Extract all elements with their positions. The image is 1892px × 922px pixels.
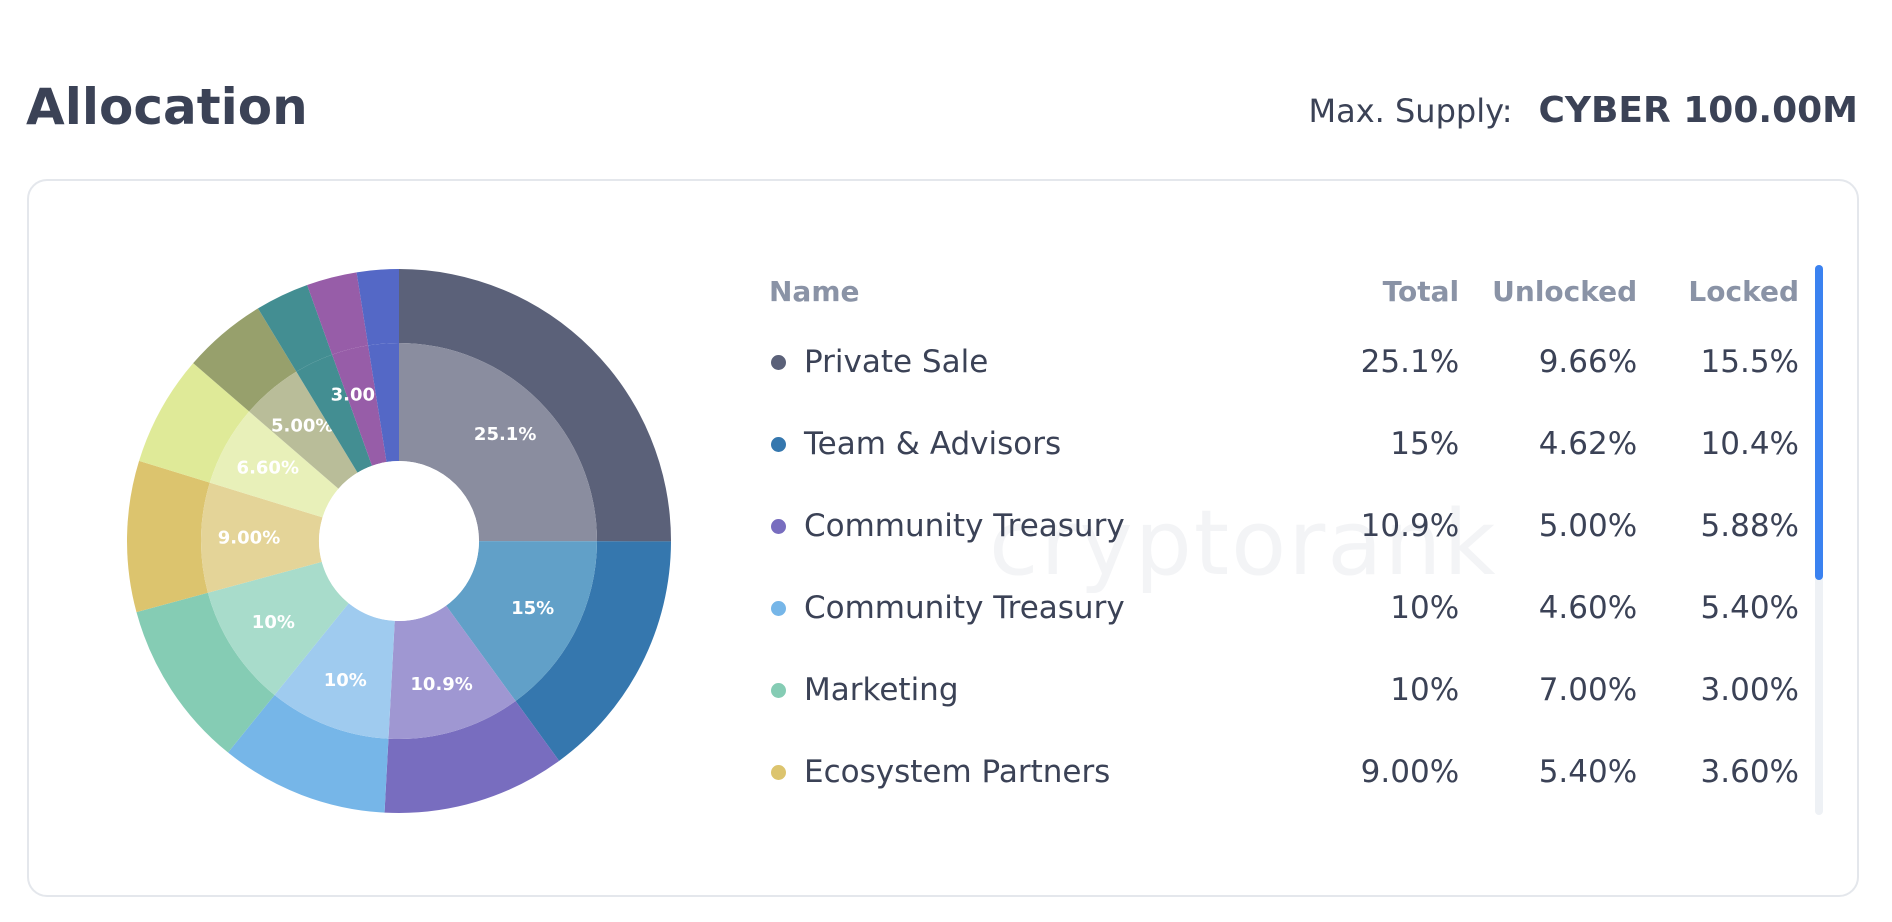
donut-slice-outer[interactable] xyxy=(356,269,399,346)
legend-dot xyxy=(771,600,786,616)
donut-slice-outer[interactable] xyxy=(136,592,275,753)
table-row[interactable]: Marketing 10% 7.00% 3.00% xyxy=(769,649,1799,731)
row-locked: 15.5% xyxy=(1700,344,1799,380)
donut-slice-inner[interactable] xyxy=(201,482,323,593)
row-name: Ecosystem Partners xyxy=(804,754,1111,790)
donut-slice-label: 15% xyxy=(511,598,554,619)
donut-slice-outer[interactable] xyxy=(228,694,389,813)
donut-slice-outer[interactable] xyxy=(384,701,560,813)
donut-slice-inner[interactable] xyxy=(207,561,349,695)
row-total: 25.1% xyxy=(1360,344,1460,380)
col-total-header: Total xyxy=(1382,274,1460,308)
col-name-header: Name xyxy=(769,274,860,308)
donut-slice-outer[interactable] xyxy=(126,460,210,613)
table-row[interactable]: Community Treasury 10.9% 5.00% 5.88% xyxy=(769,485,1799,567)
row-total: 10.9% xyxy=(1360,508,1460,544)
page-title: Allocation xyxy=(26,78,308,136)
table-row[interactable]: Private Sale 25.1% 9.66% 15.5% xyxy=(769,321,1799,403)
row-unlocked: 5.00% xyxy=(1538,508,1638,544)
allocation-card: 25.1% 15% 10.9% 10% 10% 9.00% 6.60% 5.00% 3.00% … xyxy=(27,179,1859,897)
row-locked: 5.40% xyxy=(1700,590,1799,626)
allocation-table: Name Total Unlocked Locked Private Sale … xyxy=(769,261,1799,813)
row-unlocked: 4.62% xyxy=(1538,426,1638,462)
donut-slice-label: 10% xyxy=(252,612,295,633)
donut-slice-label: 10% xyxy=(324,670,367,691)
legend-dot xyxy=(771,436,786,452)
row-name: Community Treasury xyxy=(804,508,1125,544)
row-total: 10% xyxy=(1390,672,1460,708)
donut-slice-inner[interactable] xyxy=(274,603,395,739)
table-scrollbar[interactable] xyxy=(1815,265,1823,815)
row-name: Team & Advisors xyxy=(804,426,1062,462)
scrollbar-thumb[interactable] xyxy=(1815,265,1823,580)
row-name: Community Treasury xyxy=(804,590,1125,626)
table-header: Name Total Unlocked Locked xyxy=(769,261,1799,321)
max-supply-value: CYBER 100.00M xyxy=(1538,90,1858,131)
row-unlocked: 4.60% xyxy=(1538,590,1638,626)
donut-slice-inner[interactable] xyxy=(332,345,387,466)
row-unlocked: 7.00% xyxy=(1538,672,1638,708)
legend-dot xyxy=(771,764,786,780)
legend-dot xyxy=(771,682,786,698)
donut-slice-inner[interactable] xyxy=(249,371,358,489)
donut-hole xyxy=(319,461,479,621)
donut-slice-outer[interactable] xyxy=(257,284,333,372)
row-locked: 5.88% xyxy=(1700,508,1799,544)
table-row[interactable]: Community Treasury 10% 4.60% 5.40% xyxy=(769,567,1799,649)
row-total: 15% xyxy=(1390,426,1460,462)
donut-slice-inner[interactable] xyxy=(388,605,516,739)
table-row[interactable]: Ecosystem Partners 9.00% 5.40% 3.60% xyxy=(769,731,1799,813)
row-total: 9.00% xyxy=(1360,754,1460,790)
donut-slice-outer[interactable] xyxy=(193,308,297,412)
donut-slice-inner[interactable] xyxy=(296,354,372,473)
donut-slice-label: 5.00% xyxy=(271,415,333,436)
donut-slice-inner[interactable] xyxy=(446,541,597,702)
donut-slice-outer[interactable] xyxy=(139,363,250,483)
donut-slice-label: 9.00% xyxy=(218,527,280,548)
row-name: Marketing xyxy=(804,672,959,708)
allocation-donut-chart: 25.1% 15% 10.9% 10% 10% 9.00% 6.60% 5.00% 3.00% xyxy=(119,261,679,821)
row-unlocked: 5.40% xyxy=(1538,754,1638,790)
donut-slice-inner[interactable] xyxy=(368,343,399,462)
legend-dot xyxy=(771,354,786,370)
donut-svg: 25.1%15%10.9%10%10%9.00%6.60%5.00%3.00% xyxy=(126,269,672,813)
donut-slice-outer[interactable] xyxy=(307,272,369,355)
donut-slice-inner[interactable] xyxy=(209,411,339,518)
row-unlocked: 9.66% xyxy=(1538,344,1638,380)
donut-slice-outer[interactable] xyxy=(515,541,671,761)
row-locked: 10.4% xyxy=(1700,426,1799,462)
donut-slice-inner[interactable] xyxy=(399,343,597,542)
row-total: 10% xyxy=(1390,590,1460,626)
donut-slice-outer[interactable] xyxy=(399,269,672,542)
donut-slice-label: 25.1% xyxy=(474,424,536,445)
donut-slice-label: 6.60% xyxy=(237,457,299,478)
row-name: Private Sale xyxy=(804,344,989,380)
col-locked-header: Locked xyxy=(1688,274,1799,308)
table-row[interactable]: Team & Advisors 15% 4.62% 10.4% xyxy=(769,403,1799,485)
col-unlocked-header: Unlocked xyxy=(1492,274,1638,308)
max-supply: Max. Supply: CYBER 100.00M xyxy=(1308,90,1858,131)
donut-slice-label: 10.9% xyxy=(410,674,472,695)
row-locked: 3.00% xyxy=(1700,672,1799,708)
max-supply-label: Max. Supply: xyxy=(1308,92,1513,130)
row-locked: 3.60% xyxy=(1700,754,1799,790)
legend-dot xyxy=(771,518,786,534)
